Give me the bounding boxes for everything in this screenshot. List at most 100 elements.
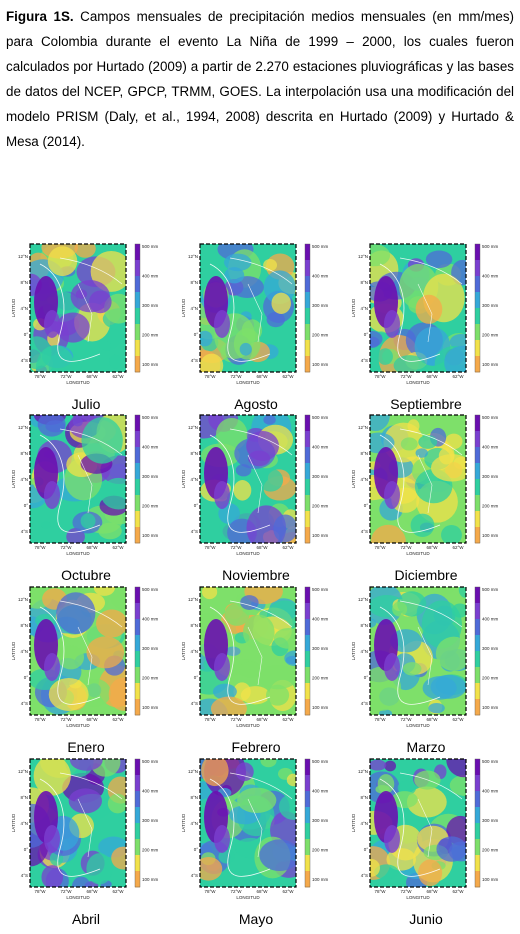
lon-tick-label: 78°W: [34, 374, 46, 379]
colorbar-segment: [305, 511, 310, 528]
month-label: Mayo: [238, 911, 274, 927]
x-axis-label: LONGITUD: [66, 895, 90, 900]
colorbar-segment: [305, 308, 310, 325]
colorbar-segment: [475, 511, 480, 528]
lon-tick-label: 72°W: [230, 545, 242, 550]
colorbar-tick-label: 300 mm: [482, 303, 499, 308]
map-frame: [199, 243, 297, 373]
colorbar-segment: [135, 791, 140, 808]
colorbar-segment: [305, 463, 310, 480]
lat-tick-label: 4°S: [191, 873, 198, 878]
colorbar-segment: [135, 587, 140, 604]
lat-tick-label: 4°N: [20, 649, 28, 654]
lat-tick-label: 4°S: [361, 873, 368, 878]
lat-tick-label: 4°S: [21, 358, 28, 363]
lon-tick-label: 68°W: [86, 545, 98, 550]
lat-tick-label: 12°N: [188, 254, 198, 259]
colorbar-segment: [305, 759, 310, 776]
colorbar-segment: [475, 839, 480, 856]
colorbar-segment: [135, 308, 140, 325]
colorbar-segment: [475, 308, 480, 325]
precipitation-map: 12°N 8°N 4°N 0° 4°S 78°W 72°W 68°W 62°W LATITUD LO…: [181, 414, 329, 556]
colorbar: [474, 243, 481, 373]
colorbar-segment: [305, 431, 310, 448]
precipitation-map: 12°N 8°N 4°N 0° 4°S 78°W 72°W 68°W 62°W LATITUD LO…: [181, 758, 329, 900]
month-label: Noviembre: [222, 567, 290, 583]
colorbar: [474, 758, 481, 888]
lon-tick-label: 72°W: [400, 545, 412, 550]
map-panel: 12°N 8°N 4°N 0° 4°S 78°W 72°W 68°W 62°W LATITUD LO…: [6, 755, 166, 905]
lat-tick-label: 8°N: [190, 280, 198, 285]
colorbar-segment: [135, 651, 140, 668]
colorbar-segment: [475, 807, 480, 824]
colorbar-tick-label: 100 mm: [142, 705, 159, 710]
map-panel: 12°N 8°N 4°N 0° 4°S 78°W 72°W 68°W 62°W LATITUD LO…: [346, 755, 506, 905]
colorbar-tick-label: 300 mm: [312, 474, 329, 479]
colorbar-segment: [305, 807, 310, 824]
colorbar-segment: [475, 823, 480, 840]
colorbar-segment: [475, 759, 480, 776]
colorbar-tick-label: 200 mm: [312, 848, 329, 853]
colorbar-tick-label: 100 mm: [142, 362, 159, 367]
colorbar-tick-label: 100 mm: [482, 877, 499, 882]
colorbar-segment: [475, 340, 480, 357]
lat-tick-label: 4°N: [360, 306, 368, 311]
lon-tick-label: 72°W: [230, 889, 242, 894]
colorbar-segment: [135, 479, 140, 496]
lat-tick-label: 8°N: [190, 795, 198, 800]
month-label: Febrero: [231, 739, 281, 755]
colorbar-segment: [135, 699, 140, 716]
map-field: [370, 244, 466, 372]
colorbar-tick-label: 100 mm: [312, 362, 329, 367]
month-label: Octubre: [61, 567, 111, 583]
colorbar-segment: [305, 324, 310, 341]
precipitation-map: 12°N 8°N 4°N 0° 4°S 78°W 72°W 68°W 62°W LATITUD LO…: [11, 586, 159, 728]
lat-tick-label: 12°N: [358, 425, 368, 430]
colorbar-tick-label: 300 mm: [482, 646, 499, 651]
colorbar-tick-label: 200 mm: [142, 333, 159, 338]
colorbar-segment: [475, 871, 480, 888]
month-label: Junio: [409, 911, 443, 927]
y-axis-label: LATITUD: [11, 469, 16, 488]
map-field: [370, 415, 466, 543]
lon-tick-label: 78°W: [204, 545, 216, 550]
precipitation-map: 12°N 8°N 4°N 0° 4°S 78°W 72°W 68°W 62°W LATITUD LO…: [181, 586, 329, 728]
lon-tick-label: 62°W: [452, 717, 464, 722]
y-axis-label: LATITUD: [181, 641, 186, 660]
lat-tick-label: 0°: [194, 675, 199, 680]
lon-tick-label: 78°W: [374, 545, 386, 550]
colorbar-tick-label: 100 mm: [142, 877, 159, 882]
colorbar-tick-label: 300 mm: [142, 303, 159, 308]
colorbar-tick-label: 400 mm: [312, 617, 329, 622]
lon-tick-label: 68°W: [256, 889, 268, 894]
map-panel: 12°N 8°N 4°N 0° 4°S 78°W 72°W 68°W 62°W LATITUD LO…: [176, 411, 336, 561]
colorbar-tick-label: 300 mm: [312, 818, 329, 823]
colorbar-segment: [135, 431, 140, 448]
lon-tick-label: 72°W: [230, 717, 242, 722]
lat-tick-label: 0°: [24, 332, 29, 337]
colorbar-segment: [135, 324, 140, 341]
colorbar-tick-label: 500 mm: [482, 587, 499, 592]
lon-tick-label: 78°W: [204, 374, 216, 379]
lat-tick-label: 0°: [364, 847, 369, 852]
y-axis-label: LATITUD: [181, 469, 186, 488]
colorbar-segment: [475, 356, 480, 373]
colorbar-tick-label: 200 mm: [142, 848, 159, 853]
x-axis-label: LONGITUD: [236, 551, 260, 556]
lat-tick-label: 12°N: [18, 597, 28, 602]
lat-tick-label: 8°N: [360, 280, 368, 285]
colorbar-segment: [305, 839, 310, 856]
lat-tick-label: 4°N: [190, 477, 198, 482]
colorbar-segment: [475, 260, 480, 277]
colorbar-tick-label: 200 mm: [312, 504, 329, 509]
lat-tick-label: 12°N: [358, 769, 368, 774]
lon-tick-label: 78°W: [374, 374, 386, 379]
colorbar-segment: [135, 667, 140, 684]
lat-tick-label: 4°N: [360, 821, 368, 826]
colorbar-segment: [305, 871, 310, 888]
lat-tick-label: 12°N: [188, 769, 198, 774]
lat-tick-label: 0°: [24, 675, 29, 680]
colorbar-segment: [305, 479, 310, 496]
colorbar-tick-label: 100 mm: [312, 705, 329, 710]
colorbar-tick-label: 300 mm: [482, 818, 499, 823]
